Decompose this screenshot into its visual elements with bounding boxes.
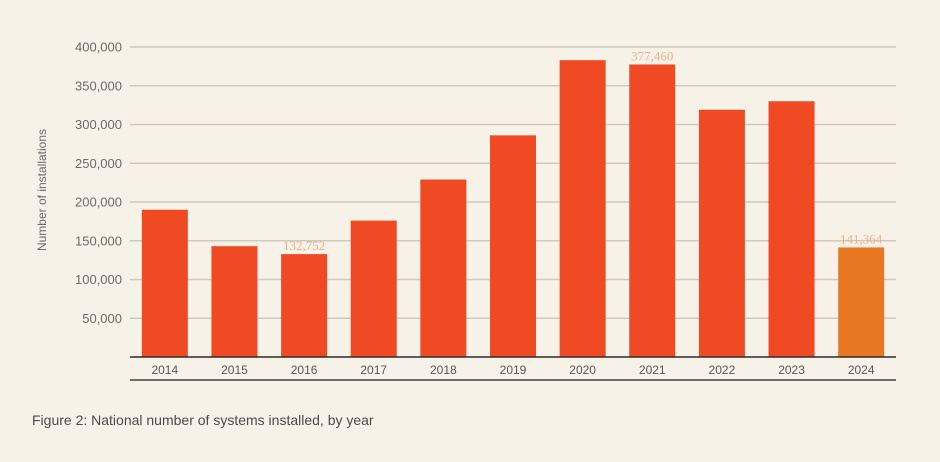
bar-2014 <box>141 209 188 357</box>
x-tick-label: 2021 <box>639 363 666 377</box>
bar-2023 <box>768 101 815 357</box>
y-tick-label: 300,000 <box>75 117 122 132</box>
bar-2016 <box>281 254 328 357</box>
y-tick-label: 250,000 <box>75 156 122 171</box>
data-label-2024: 141,364 <box>840 231 883 246</box>
bars <box>141 60 885 358</box>
x-tick-label: 2018 <box>430 363 457 377</box>
y-tick-label: 200,000 <box>75 195 122 210</box>
y-tick-label: 100,000 <box>75 272 122 287</box>
x-tick-label: 2020 <box>569 363 596 377</box>
x-tick-label: 2014 <box>151 363 178 377</box>
y-axis-label: Number of installations <box>35 129 49 251</box>
bar-2020 <box>559 60 606 358</box>
x-tick-label: 2017 <box>360 363 387 377</box>
x-tick-label: 2022 <box>709 363 736 377</box>
y-tick-label: 50,000 <box>82 311 122 326</box>
y-tick-label: 350,000 <box>75 78 122 93</box>
y-tick-label: 400,000 <box>75 40 122 55</box>
bar-2021 <box>629 64 676 357</box>
bar-2018 <box>420 179 467 357</box>
x-tick-label: 2023 <box>778 363 805 377</box>
bar-2019 <box>490 135 536 357</box>
x-axis-ticks: 2014 2015 2016 2017 2018 2019 2020 2021 2022 2023… <box>151 363 874 377</box>
bar-2015 <box>211 246 258 357</box>
x-tick-label: 2016 <box>291 363 318 377</box>
x-tick-label: 2015 <box>221 363 248 377</box>
data-labels: 132,752 377,460 141,364 <box>283 48 883 253</box>
bar-2017 <box>350 220 397 357</box>
bar-chart: 50,000 100,000 150,000 200,000 250,000 300,00… <box>35 40 896 381</box>
data-label-2016: 132,752 <box>283 238 325 253</box>
data-label-2021: 377,460 <box>631 48 673 63</box>
x-tick-label: 2024 <box>848 363 875 377</box>
bar-2022 <box>698 109 745 358</box>
bar-2024 <box>838 247 885 357</box>
x-tick-label: 2019 <box>500 363 527 377</box>
figure-caption: Figure 2: National number of systems ins… <box>32 412 374 428</box>
y-axis-ticks: 50,000 100,000 150,000 200,000 250,000 300,00… <box>75 40 122 326</box>
y-tick-label: 150,000 <box>75 233 122 248</box>
